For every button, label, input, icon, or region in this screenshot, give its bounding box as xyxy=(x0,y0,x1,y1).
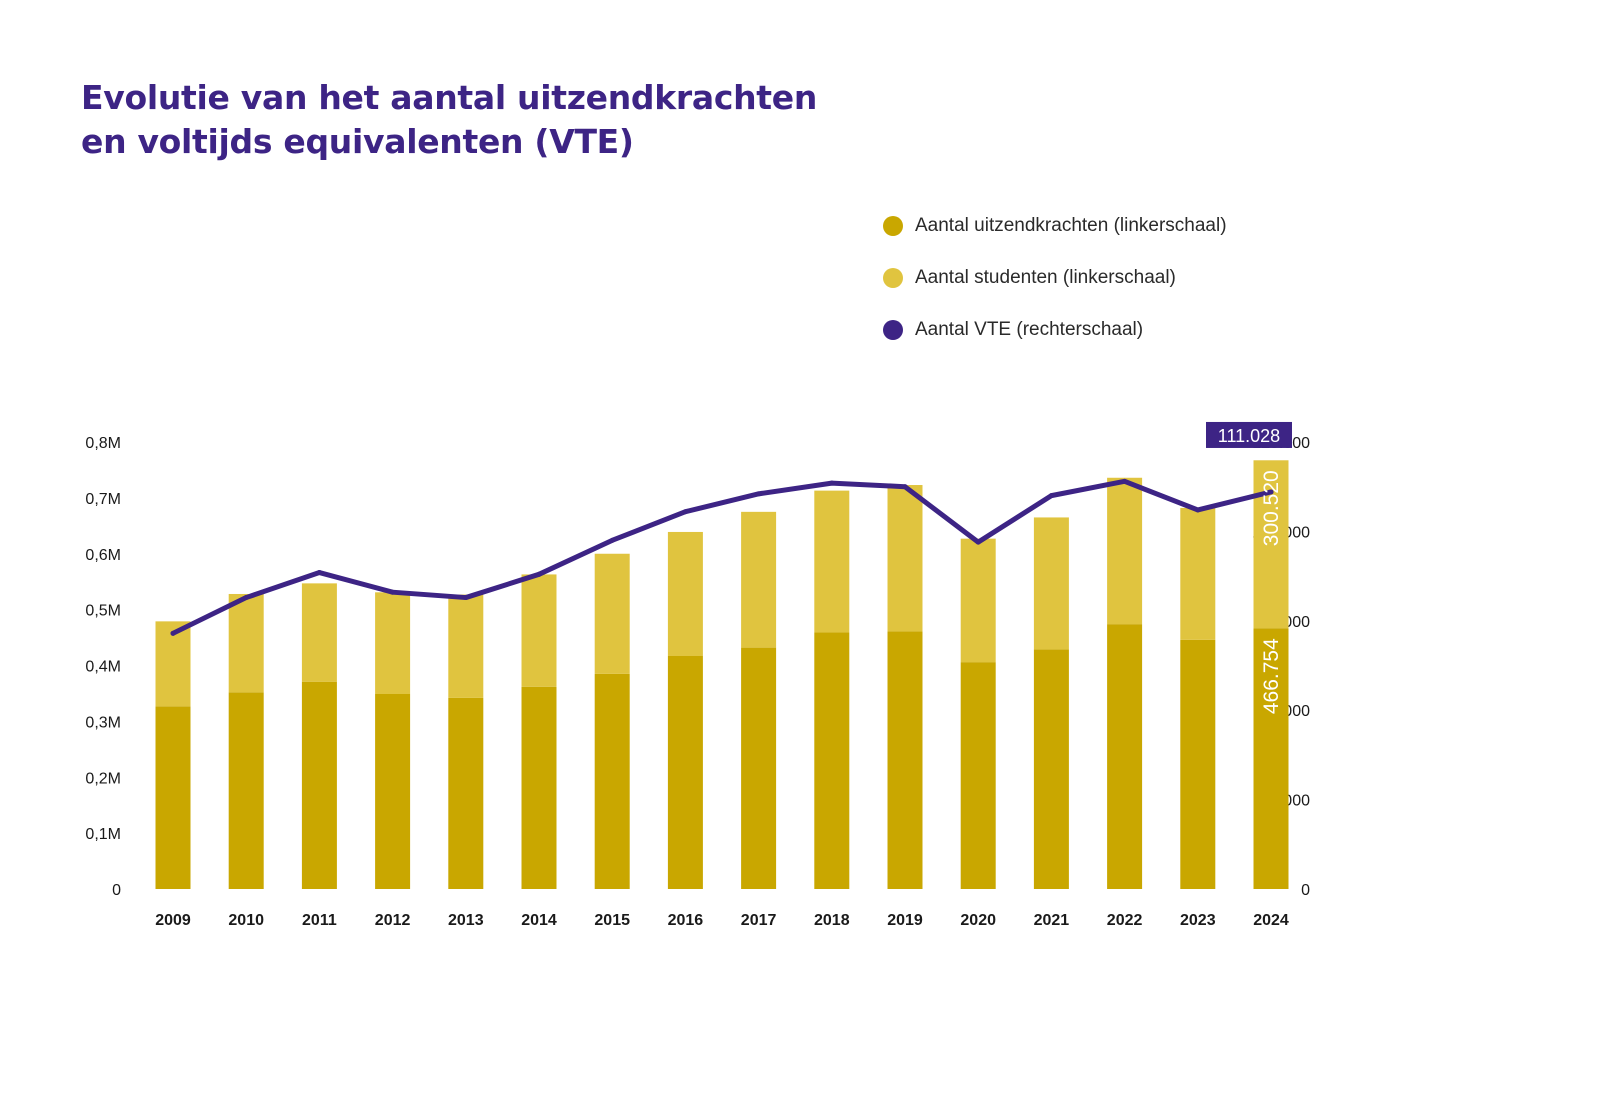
bar-uitzendkrachten-2015 xyxy=(594,673,630,889)
x-axis-tick-label: 2021 xyxy=(1034,912,1070,929)
bar-uitzendkrachten-2023 xyxy=(1180,639,1216,889)
bar-uitzendkrachten-2021 xyxy=(1033,649,1069,889)
x-axis-tick-label: 2012 xyxy=(375,912,411,929)
vte-point-2023 xyxy=(1195,507,1201,513)
legend-label-vte: Aantal VTE (rechterschaal) xyxy=(915,319,1144,340)
x-axis-tick-label: 2011 xyxy=(302,912,337,929)
x-axis-tick-label: 2017 xyxy=(741,912,777,929)
vte-line xyxy=(170,478,1274,636)
bar-value-label-aantal-studenten-linkerschaal: 300.520 xyxy=(1260,470,1283,546)
vte-point-2022 xyxy=(1122,478,1128,484)
vte-point-2024 xyxy=(1268,489,1274,495)
bar-studenten-2015 xyxy=(594,553,630,674)
chart-title: Evolutie van het aantal uitzendkrachten … xyxy=(81,76,817,164)
bar-uitzendkrachten-2017 xyxy=(741,647,777,889)
left-axis-tick-label: 0,5M xyxy=(85,603,121,620)
bar-uitzendkrachten-2013 xyxy=(448,697,484,889)
chart-legend: Aantal uitzendkrachten (linkerschaal) Aa… xyxy=(883,200,1227,356)
legend-item-uitzendkrachten: Aantal uitzendkrachten (linkerschaal) xyxy=(883,200,1227,252)
bar-uitzendkrachten-2009 xyxy=(155,706,191,889)
bar-studenten-2010 xyxy=(228,593,264,693)
left-axis-tick-label: 0,7M xyxy=(85,491,121,508)
legend-item-studenten: Aantal studenten (linkerschaal) xyxy=(883,252,1227,304)
x-axis-tick-label: 2013 xyxy=(448,912,484,929)
legend-label-uitzendkrachten: Aantal uitzendkrachten (linkerschaal) xyxy=(915,215,1227,236)
vte-point-2014 xyxy=(536,571,542,577)
left-axis-tick-label: 0,3M xyxy=(85,714,121,731)
bar-studenten-2012 xyxy=(375,592,411,694)
vte-point-2011 xyxy=(316,570,322,576)
vte-point-2021 xyxy=(1048,493,1054,499)
left-axis-tick-label: 0,6M xyxy=(85,547,121,564)
bar-studenten-2020 xyxy=(960,538,996,663)
left-axis-tick-label: 0,2M xyxy=(85,770,121,787)
x-axis-tick-label: 2018 xyxy=(814,912,850,929)
x-axis-tick-label: 2020 xyxy=(960,912,996,929)
x-axis-tick-label: 2015 xyxy=(594,912,630,929)
x-axis-tick-label: 2010 xyxy=(228,912,264,929)
vte-point-2012 xyxy=(390,589,396,595)
bar-studenten-2019 xyxy=(887,485,923,632)
chart-title-line-2: en voltijds equivalenten (VTE) xyxy=(81,122,634,161)
x-axis-tick-label: 2019 xyxy=(887,912,923,929)
legend-swatch-uitzendkrachten xyxy=(883,216,903,236)
bar-uitzendkrachten-2011 xyxy=(301,681,337,889)
bar-studenten-2011 xyxy=(301,583,337,682)
bar-studenten-2013 xyxy=(448,594,484,698)
bar-uitzendkrachten-2016 xyxy=(667,656,703,889)
chart-title-line-1: Evolutie van het aantal uitzendkrachten xyxy=(81,78,818,117)
vte-point-2020 xyxy=(975,539,981,545)
bar-uitzendkrachten-2018 xyxy=(814,632,850,889)
bar-studenten-2018 xyxy=(814,490,850,633)
vte-point-2015 xyxy=(609,537,615,543)
legend-item-vte: Aantal VTE (rechterschaal) xyxy=(883,304,1227,356)
vte-point-2018 xyxy=(829,480,835,486)
bar-studenten-2024 xyxy=(1253,460,1289,629)
legend-swatch-vte xyxy=(883,320,903,340)
bar-studenten-2014 xyxy=(521,574,557,687)
vte-point-2019 xyxy=(902,484,908,490)
bar-uitzendkrachten-2020 xyxy=(960,662,996,889)
bar-studenten-2021 xyxy=(1033,517,1069,650)
left-axis-tick-label: 0,4M xyxy=(85,659,121,676)
left-axis-tick-label: 0 xyxy=(112,882,121,899)
bar-studenten-2016 xyxy=(667,531,703,657)
x-axis-tick-label: 2023 xyxy=(1180,912,1216,929)
bar-uitzendkrachten-2019 xyxy=(887,631,923,889)
x-axis-tick-label: 2014 xyxy=(521,912,557,929)
bar-uitzendkrachten-2010 xyxy=(228,692,264,889)
bar-value-label-aantal-uitzendkrachten-linkerschaal: 466.754 xyxy=(1260,638,1283,714)
x-axis-tick-label: 2016 xyxy=(668,912,704,929)
x-axis-tick-label: 2022 xyxy=(1107,912,1143,929)
bar-uitzendkrachten-2012 xyxy=(375,693,411,889)
legend-label-studenten: Aantal studenten (linkerschaal) xyxy=(915,267,1176,288)
bar-studenten-2017 xyxy=(741,511,777,648)
bar-uitzendkrachten-2024 xyxy=(1253,628,1289,889)
left-axis-tick-label: 0,8M xyxy=(85,435,121,452)
vte-value-badge xyxy=(1206,421,1292,448)
vte-point-2017 xyxy=(756,491,762,497)
legend-swatch-studenten xyxy=(883,268,903,288)
bar-uitzendkrachten-2022 xyxy=(1107,624,1143,889)
left-axis-tick-label: 0,1M xyxy=(85,826,121,843)
x-axis-tick-label: 2024 xyxy=(1253,912,1289,929)
vte-point-2009 xyxy=(170,630,176,636)
right-axis-tick-label: 0 xyxy=(1301,882,1310,899)
vte-point-2013 xyxy=(463,595,469,601)
bar-studenten-2022 xyxy=(1107,477,1143,625)
vte-value-label: 111.028 xyxy=(1218,426,1280,446)
vte-point-2010 xyxy=(243,595,249,601)
vte-point-2016 xyxy=(682,509,688,515)
bar-studenten-2023 xyxy=(1180,507,1216,640)
x-axis-tick-label: 2009 xyxy=(155,912,191,929)
bar-uitzendkrachten-2014 xyxy=(521,686,557,889)
